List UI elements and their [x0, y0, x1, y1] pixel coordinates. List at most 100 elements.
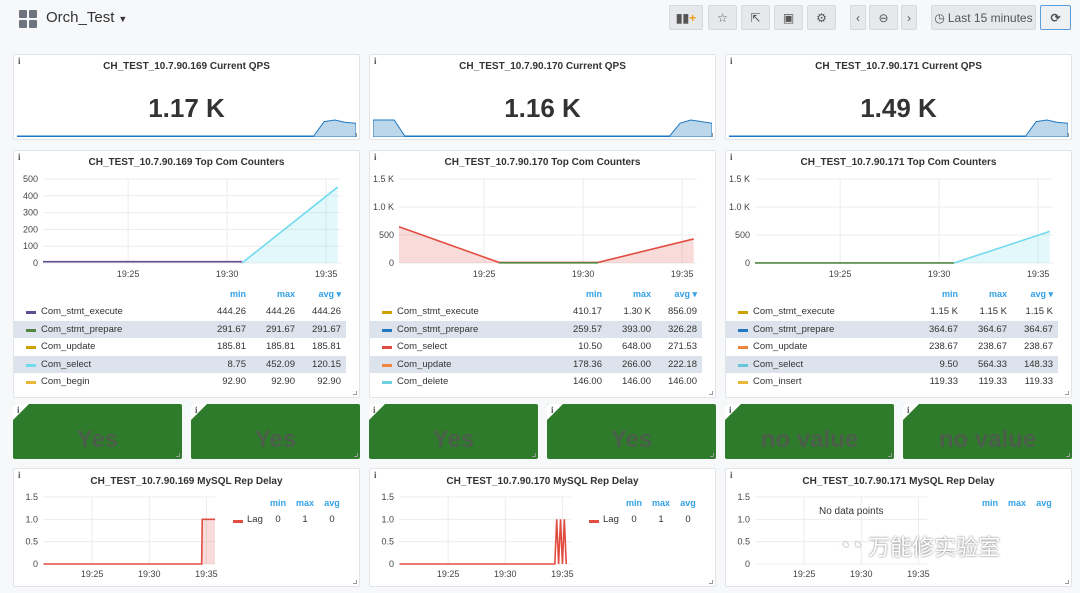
save-button[interactable]: ▣: [774, 5, 803, 30]
x-tick-label: 19:30: [850, 569, 873, 579]
resize-handle[interactable]: [1065, 391, 1069, 395]
dashboard-grid-icon[interactable]: [19, 10, 37, 28]
resize-handle[interactable]: [709, 391, 713, 395]
legend-header-max[interactable]: max: [651, 498, 670, 508]
legend-row[interactable]: Com_update 238.67 238.67 238.67: [726, 338, 1058, 355]
panel-title[interactable]: CH_TEST_10.7.90.170 MySQL Rep Delay: [446, 476, 639, 487]
replication-status-panel: i no value: [903, 404, 1072, 459]
series-color-swatch: [26, 346, 36, 349]
resize-handle[interactable]: [353, 391, 357, 395]
info-icon[interactable]: i: [730, 56, 733, 66]
legend-max: 564.33: [977, 358, 1007, 370]
panel-title[interactable]: CH_TEST_10.7.90.170 Current QPS: [459, 61, 626, 72]
resize-handle[interactable]: [1066, 453, 1070, 457]
info-icon[interactable]: i: [18, 470, 21, 480]
legend-header-min[interactable]: min: [981, 498, 998, 508]
legend-row[interactable]: Com_select 10.50 648.00 271.53: [370, 338, 702, 355]
info-icon[interactable]: i: [374, 470, 377, 480]
panel-corner: [725, 404, 741, 420]
status-value: no value: [760, 426, 859, 453]
info-icon[interactable]: i: [730, 470, 733, 480]
legend-header-min[interactable]: min: [625, 498, 642, 508]
panel-title[interactable]: CH_TEST_10.7.90.169 MySQL Rep Delay: [90, 476, 283, 487]
resize-handle[interactable]: [176, 453, 180, 457]
star-button[interactable]: ☆: [708, 5, 737, 30]
resize-handle[interactable]: [353, 580, 357, 584]
resize-handle[interactable]: [532, 453, 536, 457]
info-icon[interactable]: i: [551, 405, 554, 415]
legend-header-max[interactable]: max: [632, 289, 651, 299]
legend-row[interactable]: Lag 0 1 0: [370, 514, 717, 528]
legend-header-avg[interactable]: avg ▾: [1030, 289, 1053, 299]
series-line: [43, 518, 215, 565]
series-color-swatch: [738, 381, 748, 384]
panel-title[interactable]: CH_TEST_10.7.90.170 Top Com Counters: [444, 157, 641, 168]
legend-row[interactable]: Com_stmt_prepare 259.57 393.00 326.28: [370, 320, 702, 338]
resize-handle[interactable]: [354, 453, 358, 457]
legend-header-min[interactable]: min: [229, 289, 246, 299]
panel-title[interactable]: CH_TEST_10.7.90.169 Top Com Counters: [88, 157, 285, 168]
panel-title[interactable]: CH_TEST_10.7.90.171 Top Com Counters: [800, 157, 997, 168]
zoom-out-button[interactable]: ⊖: [869, 5, 898, 30]
legend-row[interactable]: Com_select 8.75 452.09 120.15: [14, 355, 346, 373]
legend-row[interactable]: Com_update 185.81 185.81 185.81: [14, 338, 346, 355]
panel-title[interactable]: CH_TEST_10.7.90.171 MySQL Rep Delay: [802, 476, 995, 487]
time-range-picker[interactable]: ◷ Last 15 minutes: [931, 5, 1036, 30]
legend-min: 1.15 K: [930, 306, 958, 317]
info-icon[interactable]: i: [729, 405, 732, 415]
x-tick-label: 19:35: [315, 269, 338, 279]
info-icon[interactable]: i: [18, 56, 21, 66]
legend-header-min[interactable]: min: [941, 289, 958, 299]
info-icon[interactable]: i: [374, 56, 377, 66]
legend-header-avg[interactable]: avg ▾: [674, 289, 697, 299]
legend-row[interactable]: Com_delete 146.00 146.00 146.00: [370, 373, 702, 390]
info-icon[interactable]: i: [373, 405, 376, 415]
legend-header-avg[interactable]: avg: [680, 498, 696, 508]
resize-handle[interactable]: [1065, 580, 1069, 584]
legend-header-avg[interactable]: avg ▾: [318, 289, 341, 299]
wechat-icon: ◔◔: [838, 534, 863, 557]
legend-row[interactable]: Com_stmt_execute 1.15 K 1.15 K 1.15 K: [726, 303, 1058, 320]
legend-row[interactable]: Com_stmt_prepare 291.67 291.67 291.67: [14, 320, 346, 338]
legend-row[interactable]: Com_begin 92.90 92.90 92.90: [14, 373, 346, 390]
legend-header-min[interactable]: min: [269, 498, 286, 508]
resize-handle[interactable]: [709, 580, 713, 584]
legend-header-max[interactable]: max: [1007, 498, 1026, 508]
settings-button[interactable]: ⚙: [807, 5, 836, 30]
time-back-button[interactable]: ‹: [850, 5, 866, 30]
legend-row[interactable]: Com_select 9.50 564.33 148.33: [726, 355, 1058, 373]
resize-handle[interactable]: [710, 453, 714, 457]
info-icon[interactable]: i: [195, 405, 198, 415]
legend-header-max[interactable]: max: [295, 498, 314, 508]
info-icon[interactable]: i: [907, 405, 910, 415]
legend-row[interactable]: Com_update 178.36 266.00 222.18: [370, 355, 702, 373]
legend-header-max[interactable]: max: [276, 289, 295, 299]
info-icon[interactable]: i: [18, 152, 21, 162]
refresh-button[interactable]: ⟳: [1040, 5, 1071, 30]
legend-header-max[interactable]: max: [988, 289, 1007, 299]
panel-title[interactable]: CH_TEST_10.7.90.171 Current QPS: [815, 61, 982, 72]
status-value: Yes: [432, 426, 475, 453]
legend-row[interactable]: Com_insert 119.33 119.33 119.33: [726, 373, 1058, 390]
status-value: Yes: [254, 426, 297, 453]
legend-row[interactable]: Com_stmt_execute 410.17 1.30 K 856.09: [370, 303, 702, 320]
info-icon[interactable]: i: [17, 405, 20, 415]
add-panel-button[interactable]: ▮▮+: [669, 5, 703, 30]
legend-row[interactable]: Com_stmt_execute 444.26 444.26 444.26: [14, 303, 346, 320]
info-icon[interactable]: i: [730, 152, 733, 162]
legend-row[interactable]: Lag 0 1 0: [14, 514, 361, 528]
legend-min: 364.67: [928, 323, 958, 335]
y-tick-label: 100: [23, 241, 38, 251]
x-tick-label: 19:35: [671, 269, 694, 279]
dashboard-picker[interactable]: Orch_Test ▼: [46, 9, 127, 26]
panel-title[interactable]: CH_TEST_10.7.90.169 Current QPS: [103, 61, 270, 72]
legend-header-min[interactable]: min: [585, 289, 602, 299]
legend-row[interactable]: Com_stmt_prepare 364.67 364.67 364.67: [726, 320, 1058, 338]
x-tick-label: 19:25: [437, 569, 460, 579]
resize-handle[interactable]: [888, 453, 892, 457]
time-forward-button[interactable]: ›: [901, 5, 917, 30]
info-icon[interactable]: i: [374, 152, 377, 162]
legend-header-avg[interactable]: avg: [324, 498, 340, 508]
legend-header-avg[interactable]: avg: [1036, 498, 1052, 508]
share-button[interactable]: ⇱: [741, 5, 770, 30]
